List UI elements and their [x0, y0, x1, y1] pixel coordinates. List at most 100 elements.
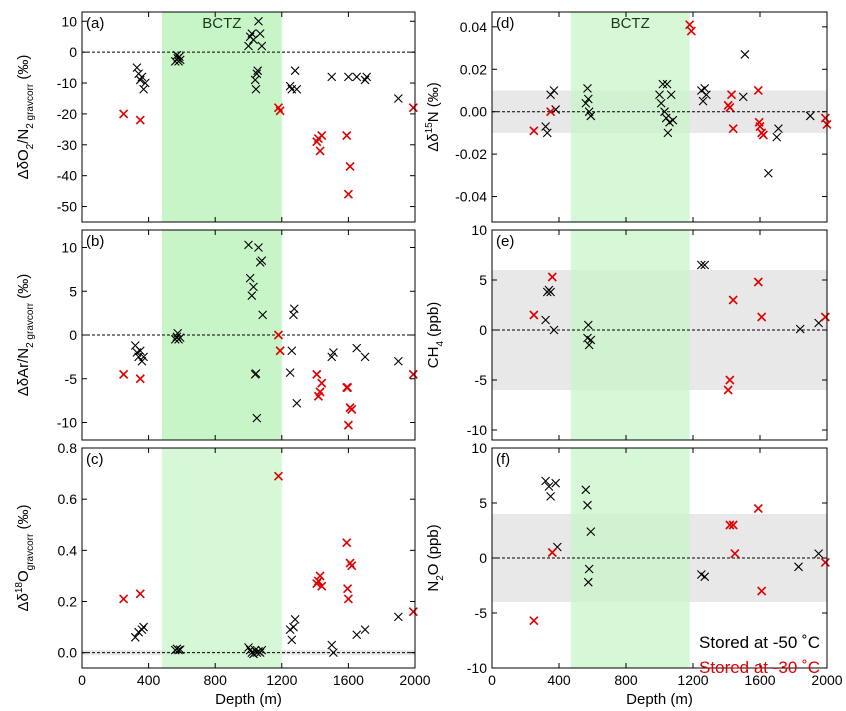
y-tick-label: 5 [479, 272, 487, 288]
data-point [251, 369, 261, 378]
data-point [795, 324, 805, 334]
data-point [252, 413, 262, 423]
x-tick-label: 1200 [266, 672, 297, 688]
data-point [408, 103, 418, 113]
data-point [656, 98, 666, 108]
data-point [662, 79, 672, 89]
data-point [245, 273, 255, 283]
data-point [327, 640, 337, 650]
panel-c: 0 400 800 1200 1600 2000 0.8 0.6 0.4 0.2 0.0 (c) Dep… [14, 440, 431, 708]
data-point [583, 94, 593, 104]
data-point [172, 50, 182, 60]
data-point [135, 115, 145, 125]
data-point [586, 111, 596, 121]
data-point [119, 594, 129, 604]
panel-label: (e) [496, 233, 514, 250]
data-point [725, 375, 735, 385]
panel-e: 10 5 0 -5 -10 (e) CH4​ (ppb) [425, 222, 830, 441]
data-point [313, 576, 323, 586]
data-point [685, 20, 695, 30]
data-point [287, 346, 297, 356]
data-point [119, 109, 129, 119]
data-point [258, 310, 268, 320]
y-tick-label: -10 [57, 75, 77, 91]
data-point [327, 72, 337, 82]
y-axis-label: N2​O (ppb) [425, 524, 446, 591]
data-point [738, 92, 748, 102]
panel-f: 0 400 800 1200 1600 2000 10 5 0 -5 -10 (f) Depth (m)… [425, 440, 843, 708]
panel-b: 10 5 0 -5 -10 (b) ΔδAr/N2 gravcorr​ (‰) [15, 229, 418, 441]
y-tick-label: 0.6 [58, 491, 78, 507]
data-point [549, 325, 559, 335]
data-point [329, 648, 338, 658]
x-tick-label: 0 [488, 672, 496, 688]
data-point [312, 369, 322, 379]
data-point [175, 55, 185, 65]
data-point [292, 84, 302, 94]
data-point [253, 66, 263, 76]
plot-frame [491, 11, 828, 223]
data-point [408, 369, 418, 379]
y-tick-label: 0.0 [58, 645, 78, 661]
data-point [175, 333, 185, 343]
data-point [352, 630, 362, 640]
y-tick-label: 5 [69, 283, 77, 299]
data-point [255, 648, 265, 658]
data-point [135, 374, 145, 384]
plot-frame [81, 447, 416, 669]
data-point [292, 398, 302, 408]
data-point [250, 75, 260, 85]
data-point [360, 352, 370, 362]
data-point [393, 94, 403, 103]
data-point [329, 348, 338, 357]
data-point [753, 85, 763, 96]
data-point [345, 161, 355, 171]
data-point [820, 557, 830, 567]
y-tick-label: -5 [475, 605, 488, 621]
data-point [247, 29, 257, 39]
data-point [551, 478, 561, 488]
data-point [135, 589, 145, 599]
data-point [393, 612, 403, 622]
data-point [343, 382, 353, 393]
data-point [544, 482, 554, 491]
data-point [794, 562, 803, 572]
data-point [820, 312, 830, 322]
data-point [700, 83, 710, 93]
data-point [547, 272, 557, 282]
data-point [249, 282, 258, 292]
series-stored-minus-30 [119, 330, 418, 430]
data-point [529, 616, 539, 626]
data-point [408, 607, 418, 617]
y-tick-label: 10 [471, 222, 487, 238]
data-point [728, 295, 738, 305]
data-point [244, 643, 253, 652]
y-tick-label: 0.04 [460, 19, 487, 35]
data-point [583, 577, 593, 587]
data-point [362, 72, 372, 82]
data-point [551, 105, 561, 114]
data-point [360, 625, 370, 635]
data-point [663, 128, 673, 138]
data-point [257, 41, 267, 51]
data-point [700, 260, 710, 270]
panel-label: (a) [86, 15, 104, 32]
data-point [668, 115, 678, 125]
x-axis-label: Depth (m) [215, 691, 282, 708]
data-point [546, 107, 556, 117]
data-point [317, 130, 327, 141]
data-point [172, 332, 182, 342]
x-tick-label: 1600 [333, 672, 364, 688]
series-stored-minus-30 [529, 503, 830, 626]
panel-d: 0.04 0.02 0.00 -0.02 -0.04 (d) BCTZ Δδ15N (‰) [424, 11, 832, 223]
data-point [546, 287, 556, 297]
data-point [347, 561, 357, 571]
data-point [547, 547, 557, 558]
data-point [137, 72, 147, 82]
y-axis-label: ΔδAr/N2 gravcorr​ (‰) [15, 274, 36, 397]
y-tick-label: 0 [69, 44, 77, 60]
data-point [529, 310, 539, 320]
data-point [135, 75, 145, 85]
data-point [287, 635, 297, 645]
data-point [698, 96, 708, 106]
